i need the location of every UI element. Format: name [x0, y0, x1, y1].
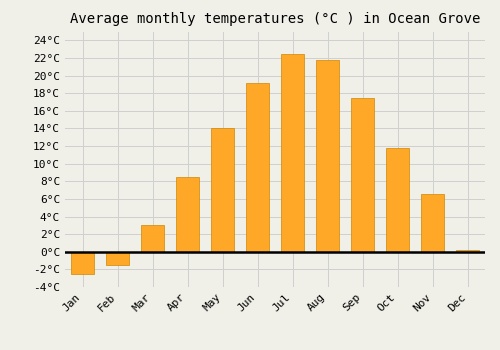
- Bar: [106, 252, 129, 265]
- Bar: [316, 60, 339, 252]
- Bar: [71, 252, 94, 274]
- Bar: [211, 128, 234, 252]
- Bar: [456, 250, 479, 252]
- Bar: [176, 177, 199, 252]
- Title: Average monthly temperatures (°C ) in Ocean Grove: Average monthly temperatures (°C ) in Oc…: [70, 12, 480, 26]
- Bar: [386, 148, 409, 252]
- Bar: [421, 195, 444, 252]
- Bar: [351, 98, 374, 252]
- Bar: [281, 54, 304, 252]
- Bar: [141, 225, 164, 252]
- Bar: [246, 83, 269, 252]
